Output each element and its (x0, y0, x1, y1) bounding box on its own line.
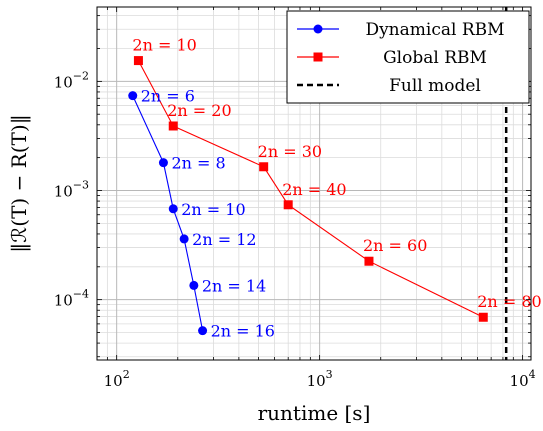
x-tick-label: 104 (510, 368, 536, 390)
data-point (259, 162, 269, 172)
point-label: 2n = 60 (363, 236, 427, 255)
point-label: 2n = 20 (167, 101, 231, 120)
series-line-0 (132, 95, 204, 331)
point-label: 2n = 12 (192, 230, 256, 249)
legend: Dynamical RBM Global RBM Full model (286, 10, 530, 104)
data-point (179, 234, 189, 244)
point-labels: 2n = 6 2n = 8 2n = 10 2n = 12 2n = 14 2n = 16… (132, 36, 541, 341)
y-axis-label: ‖ℛ(T) − R(T)‖ (7, 114, 32, 252)
legend-label: Dynamical RBM (365, 20, 504, 40)
x-tick-label: 102 (104, 368, 130, 390)
legend-marker (313, 24, 323, 34)
point-label: 2n = 6 (141, 87, 195, 106)
y-tick-label: 10−4 (54, 288, 89, 310)
legend-label: Global RBM (383, 48, 487, 68)
point-label: 2n = 8 (171, 154, 225, 173)
data-point (158, 158, 168, 168)
x-axis-label: runtime [s] (258, 401, 371, 425)
series-line-1 (137, 60, 484, 318)
point-label: 2n = 14 (202, 276, 266, 295)
y-tick-label: 10−3 (54, 179, 89, 201)
data-point (128, 91, 138, 101)
point-label: 2n = 80 (477, 292, 541, 311)
data-point (168, 204, 178, 214)
axis-ticks: 102 103 104 10−4 10−3 10−2 (54, 7, 536, 390)
data-point (364, 256, 374, 266)
legend-marker (313, 52, 323, 62)
series-layer (128, 56, 488, 336)
point-label: 2n = 10 (132, 36, 196, 55)
data-point (198, 326, 208, 336)
point-label: 2n = 16 (211, 322, 275, 341)
x-tick-label: 103 (307, 368, 333, 390)
point-label: 2n = 10 (181, 200, 245, 219)
data-point (189, 280, 199, 290)
point-label: 2n = 30 (258, 142, 322, 161)
data-point (168, 121, 178, 131)
y-tick-label: 10−2 (54, 69, 89, 91)
data-point (478, 312, 488, 322)
data-point (133, 56, 143, 66)
plot-frame (96, 6, 532, 361)
point-label: 2n = 40 (282, 180, 346, 199)
data-point (283, 200, 293, 210)
legend-label: Full model (389, 76, 481, 96)
